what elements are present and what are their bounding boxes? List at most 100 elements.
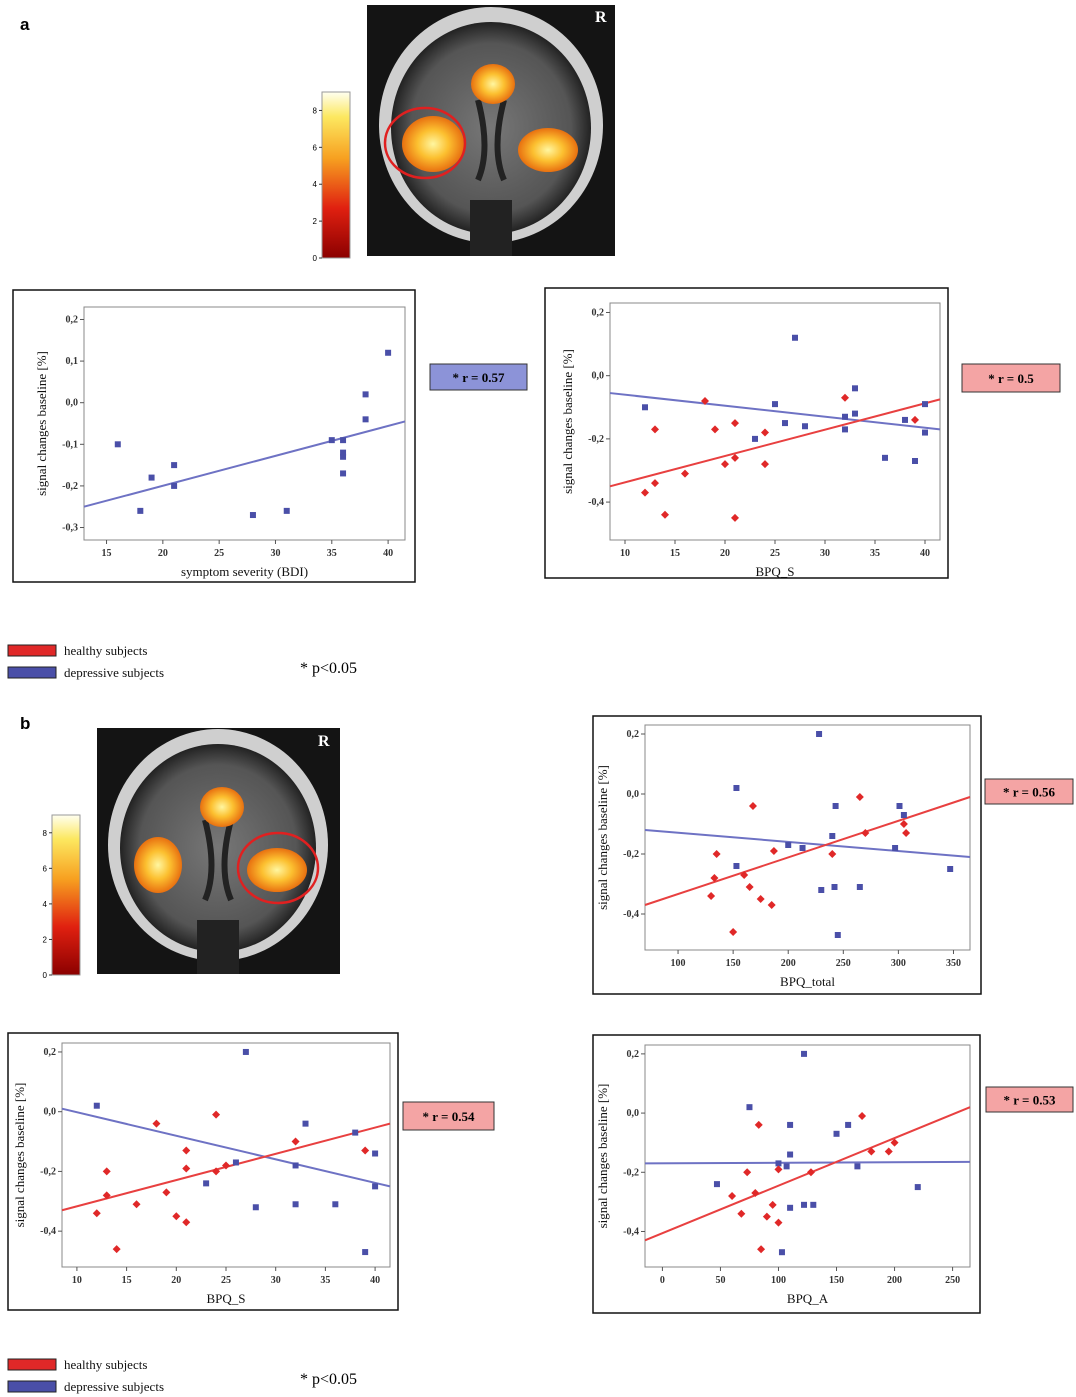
- x-axis-label: BPQ_A: [787, 1291, 829, 1306]
- y-tick-label: -0,2: [588, 434, 604, 445]
- data-point: [857, 884, 863, 890]
- page: a R 0 2 4 6 8 healthy subjects depressive subjec…: [0, 0, 1076, 1397]
- colorbar-tick-label: 8: [43, 829, 48, 838]
- x-tick-label: 0: [660, 1275, 665, 1286]
- data-point: [340, 437, 346, 443]
- figure: a R 0 2 4 6 8 healthy subjects depressive subjec…: [0, 0, 1076, 1397]
- plot-area: [645, 725, 970, 950]
- x-tick-label: 25: [214, 548, 224, 559]
- x-tick-label: 10: [620, 548, 630, 559]
- legend-swatch: [8, 1359, 56, 1370]
- x-tick-label: 25: [221, 1275, 231, 1286]
- x-axis-label: BPQ_S: [755, 564, 794, 579]
- data-point: [733, 785, 739, 791]
- chart: 101520253035400,20,0-0,2-0,4BPQ_Ssignal …: [545, 288, 1060, 579]
- y-tick-label: -0,3: [62, 523, 78, 534]
- data-point: [293, 1201, 299, 1207]
- y-tick-label: -0,2: [623, 1167, 639, 1178]
- x-tick-label: 15: [670, 548, 680, 559]
- y-tick-label: 0,1: [66, 356, 79, 367]
- x-tick-label: 20: [171, 1275, 181, 1286]
- data-point: [203, 1180, 209, 1186]
- data-point: [842, 414, 848, 420]
- x-tick-label: 40: [370, 1275, 380, 1286]
- colorbar-tick-label: 2: [43, 935, 48, 944]
- data-point: [834, 1131, 840, 1137]
- y-tick-label: 0,2: [44, 1047, 57, 1058]
- y-tick-label: 0,0: [44, 1107, 57, 1118]
- annotation: * r = 0.56: [1003, 785, 1055, 800]
- orientation-label: R: [595, 9, 607, 26]
- data-point: [362, 1249, 368, 1255]
- data-point: [115, 441, 121, 447]
- x-tick-label: 100: [671, 958, 686, 969]
- data-point: [149, 475, 155, 481]
- data-point: [714, 1181, 720, 1187]
- legend-label: depressive subjects: [64, 1379, 164, 1394]
- data-point: [829, 833, 835, 839]
- data-point: [810, 1202, 816, 1208]
- panel-label: b: [20, 714, 30, 733]
- data-point: [385, 350, 391, 356]
- data-point: [733, 863, 739, 869]
- legend-label: depressive subjects: [64, 665, 164, 680]
- y-tick-label: 0,2: [627, 729, 640, 740]
- annotation: * r = 0.5: [988, 371, 1034, 386]
- annotation: * r = 0.57: [453, 370, 505, 385]
- data-point: [835, 932, 841, 938]
- data-point: [882, 455, 888, 461]
- colorbar-tick-label: 8: [313, 106, 318, 115]
- y-tick-label: 0,0: [66, 398, 79, 409]
- y-tick-label: -0,2: [623, 849, 639, 860]
- chart: 101520253035400,20,0-0,2-0,4BPQ_Ssignal …: [8, 1033, 494, 1310]
- data-point: [831, 884, 837, 890]
- plot-area: [84, 307, 405, 540]
- x-tick-label: 350: [946, 958, 961, 969]
- brain-image: [322, 5, 615, 258]
- data-point: [372, 1183, 378, 1189]
- data-point: [372, 1151, 378, 1157]
- data-point: [752, 436, 758, 442]
- data-point: [915, 1184, 921, 1190]
- colorbar-tick-label: 6: [313, 143, 318, 152]
- annotation: * r = 0.53: [1004, 1093, 1056, 1108]
- data-point: [802, 423, 808, 429]
- y-tick-label: -0,4: [40, 1226, 56, 1237]
- significance-note: * p<0.05: [300, 1371, 357, 1388]
- plot-area: [62, 1043, 390, 1267]
- data-point: [852, 411, 858, 417]
- y-axis-label: signal changes baseline [%]: [595, 765, 610, 910]
- brain-image: [52, 728, 340, 975]
- data-point: [642, 404, 648, 410]
- x-axis-label: BPQ_total: [780, 974, 835, 989]
- x-tick-label: 30: [270, 548, 280, 559]
- x-tick-label: 20: [158, 548, 168, 559]
- x-tick-label: 50: [715, 1275, 725, 1286]
- x-tick-label: 35: [320, 1275, 330, 1286]
- legend-label: healthy subjects: [64, 643, 147, 658]
- colorbar-tick-label: 4: [43, 900, 48, 909]
- chart: 1001502002503003500,20,0-0,2-0,4BPQ_tota…: [593, 716, 1073, 994]
- data-point: [792, 335, 798, 341]
- x-tick-label: 10: [72, 1275, 82, 1286]
- x-tick-label: 20: [720, 548, 730, 559]
- data-point: [787, 1122, 793, 1128]
- data-point: [782, 420, 788, 426]
- y-tick-label: 0,2: [66, 314, 79, 325]
- panel-label: a: [20, 15, 30, 34]
- data-point: [801, 1051, 807, 1057]
- x-axis-label: symptom severity (BDI): [181, 564, 308, 579]
- data-point: [303, 1121, 309, 1127]
- x-tick-label: 30: [271, 1275, 281, 1286]
- colorbar-tick-label: 6: [43, 864, 48, 873]
- y-tick-label: 0,0: [627, 789, 640, 800]
- x-tick-label: 15: [102, 548, 112, 559]
- data-point: [801, 1202, 807, 1208]
- data-point: [901, 812, 907, 818]
- data-point: [892, 845, 898, 851]
- y-tick-label: 0,2: [627, 1049, 640, 1060]
- data-point: [922, 430, 928, 436]
- orientation-label: R: [318, 733, 330, 750]
